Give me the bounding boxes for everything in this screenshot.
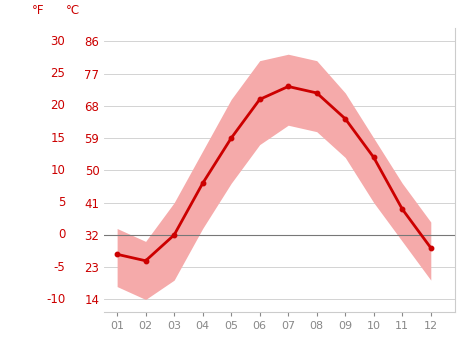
Text: -10: -10 [46,293,65,306]
Text: 10: 10 [51,164,65,177]
Text: °C: °C [65,4,80,17]
Text: 15: 15 [51,132,65,144]
Text: °F: °F [32,4,45,17]
Text: 25: 25 [51,67,65,80]
Text: 20: 20 [51,99,65,112]
Text: -5: -5 [54,261,65,274]
Text: 5: 5 [58,196,65,209]
Text: 0: 0 [58,229,65,241]
Text: 30: 30 [51,35,65,48]
